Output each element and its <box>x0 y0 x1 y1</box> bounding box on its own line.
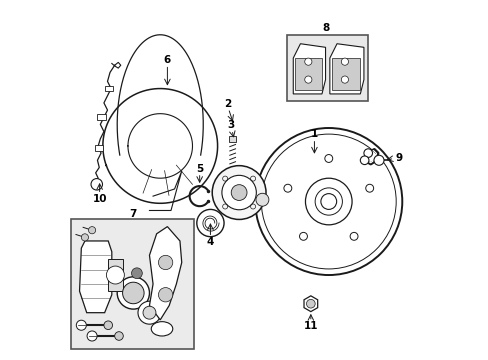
Text: 10: 10 <box>92 194 107 204</box>
Circle shape <box>115 332 123 340</box>
Circle shape <box>87 331 97 341</box>
Bar <box>294 58 321 90</box>
Circle shape <box>320 194 336 210</box>
Bar <box>228 136 236 142</box>
Circle shape <box>81 234 88 241</box>
Text: 8: 8 <box>322 23 329 33</box>
Bar <box>94 145 103 150</box>
Bar <box>97 114 106 120</box>
Polygon shape <box>80 241 112 313</box>
Bar <box>104 86 113 91</box>
Text: 2: 2 <box>223 99 230 109</box>
Polygon shape <box>329 44 363 94</box>
Bar <box>331 58 359 90</box>
Circle shape <box>304 58 311 65</box>
Text: 5: 5 <box>196 163 203 174</box>
Circle shape <box>212 166 265 220</box>
Circle shape <box>341 58 348 65</box>
Text: 7: 7 <box>129 209 136 219</box>
Circle shape <box>88 226 96 234</box>
Circle shape <box>158 288 172 302</box>
Circle shape <box>142 306 156 319</box>
Text: 4: 4 <box>206 237 214 247</box>
Circle shape <box>360 156 368 165</box>
Bar <box>70 220 194 348</box>
Text: 9: 9 <box>394 153 402 163</box>
Circle shape <box>131 268 142 279</box>
Circle shape <box>76 320 86 330</box>
Text: 3: 3 <box>227 121 234 130</box>
Polygon shape <box>149 226 182 320</box>
Circle shape <box>306 300 315 308</box>
Text: 6: 6 <box>163 55 171 65</box>
Text: 1: 1 <box>310 129 317 139</box>
Polygon shape <box>304 296 317 312</box>
Circle shape <box>255 193 268 206</box>
Circle shape <box>104 321 112 329</box>
Circle shape <box>91 179 102 190</box>
Circle shape <box>231 185 246 201</box>
Circle shape <box>158 255 172 270</box>
Circle shape <box>304 76 311 83</box>
Circle shape <box>222 175 256 210</box>
Circle shape <box>363 149 372 157</box>
Circle shape <box>341 76 348 83</box>
Bar <box>286 35 367 101</box>
Text: 11: 11 <box>303 321 317 331</box>
Circle shape <box>138 301 161 324</box>
Circle shape <box>117 277 149 309</box>
Polygon shape <box>293 44 325 94</box>
Circle shape <box>106 266 124 284</box>
Ellipse shape <box>151 321 172 336</box>
Circle shape <box>122 282 144 304</box>
Circle shape <box>373 155 383 165</box>
Bar <box>108 259 122 291</box>
